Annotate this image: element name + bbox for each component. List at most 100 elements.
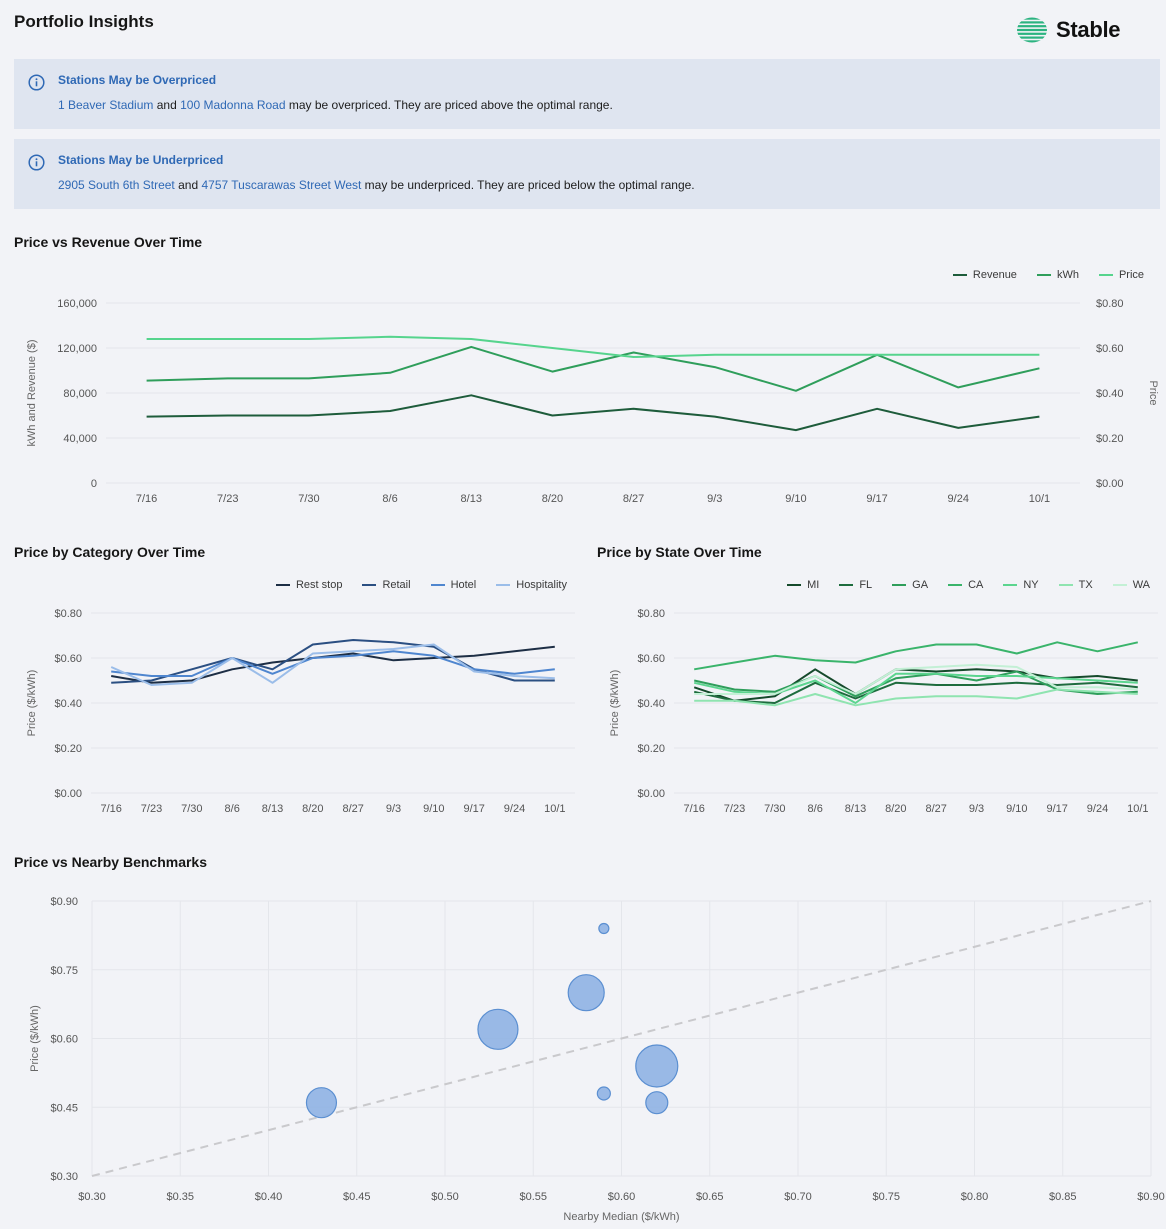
- y-tick-label: 40,000: [63, 433, 97, 445]
- x-tick-label: 9/24: [948, 493, 969, 505]
- station-link[interactable]: 1 Beaver Stadium: [58, 98, 154, 112]
- y2-tick-label: $0.60: [1096, 343, 1124, 355]
- y-tick-label: $0.60: [50, 1034, 78, 1046]
- y2-tick-label: $0.00: [1096, 478, 1124, 490]
- alert-title: Stations May be Underpriced: [58, 153, 224, 167]
- y-tick-label: $0.90: [50, 896, 78, 908]
- legend-item[interactable]: Retail: [362, 579, 411, 591]
- alert-tail: may be overpriced. They are priced above…: [285, 98, 613, 112]
- legend-label: Retail: [382, 579, 411, 591]
- x-tick-label: 9/3: [969, 803, 984, 815]
- legend-item[interactable]: NY: [1003, 579, 1039, 591]
- alert-message: 2905 South 6th Street and 4757 Tuscarawa…: [58, 178, 695, 192]
- legend-item[interactable]: Hospitality: [496, 579, 567, 591]
- bubble-point: [477, 1008, 519, 1050]
- legend-swatch: [496, 584, 511, 586]
- station-link[interactable]: 100 Madonna Road: [180, 98, 286, 112]
- logo-text: Stable: [1056, 17, 1121, 42]
- x-tick-label: 9/17: [866, 493, 887, 505]
- series-line-wa: [694, 663, 1138, 695]
- legend-label: kWh: [1056, 269, 1079, 281]
- y-tick-label: 80,000: [63, 388, 97, 400]
- series-line-retail: [111, 639, 555, 684]
- legend-swatch: [839, 584, 854, 586]
- legend-item[interactable]: MI: [787, 579, 819, 591]
- x-tick-label: $0.70: [784, 1191, 812, 1203]
- legend-label: WA: [1132, 579, 1150, 591]
- x-tick-label: 9/10: [1006, 803, 1027, 815]
- x-tick-label: 7/30: [764, 803, 785, 815]
- x-tick-label: 8/20: [302, 803, 323, 815]
- legend-item[interactable]: Rest stop: [275, 579, 342, 591]
- y-tick-label: $0.45: [50, 1102, 78, 1114]
- series-line-fl: [693, 681, 1138, 704]
- legend-swatch: [948, 584, 963, 586]
- x-tick-label: $0.85: [1049, 1191, 1077, 1203]
- station-link[interactable]: 4757 Tuscarawas Street West: [201, 178, 362, 192]
- x-tick-label: 8/13: [461, 493, 482, 505]
- y-tick-label: $0.30: [50, 1171, 78, 1183]
- y-tick-label: $0.80: [637, 608, 665, 620]
- station-link[interactable]: 2905 South 6th Street: [58, 178, 175, 192]
- x-tick-label: 8/20: [885, 803, 906, 815]
- alert-title: Stations May be Overpriced: [58, 73, 217, 87]
- legend-label: CA: [968, 579, 984, 591]
- x-tick-label: $0.50: [431, 1191, 459, 1203]
- legend-swatch: [1003, 584, 1018, 586]
- y-tick-label: $0.40: [54, 698, 82, 710]
- x-tick-label: 7/16: [136, 493, 157, 505]
- series-line-hospitality: [110, 643, 555, 686]
- stable-logo-icon: [1017, 17, 1047, 43]
- x-tick-label: 7/30: [181, 803, 202, 815]
- y-tick-label: $0.20: [637, 743, 665, 755]
- price-by-state-chart: $0.00 $0.20 $0.40 $0.60 $0.80 Price ($/kWh) 7/…: [609, 608, 1158, 815]
- y-tick-label: $0.20: [54, 743, 82, 755]
- y-tick-label: $0.60: [54, 653, 82, 665]
- x-tick-label: $0.65: [696, 1191, 724, 1203]
- page-title: Portfolio Insights: [14, 12, 154, 31]
- series-line-rest-stop: [111, 645, 555, 684]
- legend-swatch: [275, 584, 290, 586]
- x-tick-label: 8/6: [382, 493, 397, 505]
- bubble-point: [305, 1087, 338, 1119]
- price-by-category-chart: $0.00 $0.20 $0.40 $0.60 $0.80 Price ($/kWh) 7/…: [26, 608, 575, 815]
- series-line-revenue: [146, 394, 1040, 432]
- legend-label: GA: [912, 579, 929, 591]
- legend-item[interactable]: TX: [1058, 579, 1093, 591]
- legend-swatch: [1098, 274, 1113, 276]
- legend-item[interactable]: Revenue: [952, 269, 1017, 281]
- legend-item[interactable]: GA: [892, 579, 928, 591]
- y-tick-label: $0.75: [50, 965, 78, 977]
- y-axis-label: Price ($/kWh): [26, 670, 38, 737]
- legend-label: Price: [1118, 269, 1144, 281]
- legend-item[interactable]: Price: [1098, 269, 1144, 281]
- x-tick-label: 9/3: [386, 803, 401, 815]
- price-vs-revenue-chart: 0 40,000 80,000 120,000 160,000 $0.00 $0.20 $0.…: [26, 298, 1159, 505]
- alert-tail: may be underpriced. They are priced belo…: [361, 178, 695, 192]
- legend-item[interactable]: FL: [839, 579, 872, 591]
- x-tick-label: 10/1: [1127, 803, 1148, 815]
- legend-item[interactable]: kWh: [1036, 269, 1079, 281]
- x-tick-label: 7/23: [217, 493, 238, 505]
- legend-item[interactable]: CA: [948, 579, 983, 591]
- y2-tick-label: $0.40: [1096, 388, 1124, 400]
- legend-swatch: [952, 274, 967, 276]
- x-tick-label: 9/3: [707, 493, 722, 505]
- x-tick-label: $0.45: [343, 1191, 371, 1203]
- info-icon: [28, 154, 45, 171]
- x-tick-label: 8/20: [542, 493, 563, 505]
- legend-item[interactable]: Hotel: [430, 579, 476, 591]
- legend-item[interactable]: WA: [1112, 579, 1150, 591]
- x-tick-label: 7/23: [724, 803, 745, 815]
- alert-joiner: and: [153, 98, 181, 112]
- series-line-kwh: [146, 345, 1040, 392]
- legend-swatch: [1058, 584, 1073, 586]
- chart-legend: Rest stop Retail Hotel Hospitality: [256, 579, 567, 591]
- y-tick-label: 160,000: [57, 298, 97, 310]
- legend-swatch: [787, 584, 802, 586]
- y2-axis-label: Price: [1147, 380, 1159, 405]
- alert-message: 1 Beaver Stadium and 100 Madonna Road ma…: [58, 98, 613, 112]
- chart-legend: MI FL GA CA NY TX WA: [767, 579, 1150, 591]
- overpriced-alert: Stations May be Overpriced 1 Beaver Stad…: [14, 59, 1160, 129]
